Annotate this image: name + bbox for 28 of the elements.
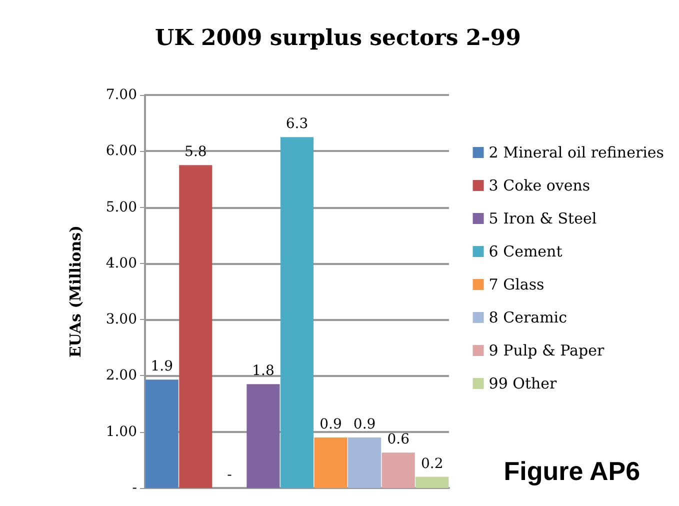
legend-label: 8 Ceramic bbox=[488, 308, 567, 326]
data-label: 0.9 bbox=[353, 416, 376, 432]
y-tick-label: 1.00 bbox=[106, 424, 137, 440]
data-label: - bbox=[227, 467, 232, 483]
legend-label: 2 Mineral oil refineries bbox=[488, 144, 664, 162]
y-tick-label: 4.00 bbox=[106, 255, 137, 272]
y-tick-label: 3.00 bbox=[106, 312, 137, 328]
data-label: 6.3 bbox=[286, 116, 308, 132]
data-label: 1.9 bbox=[150, 358, 174, 375]
y-tick-label: - bbox=[132, 480, 138, 496]
y-tick-label: 6.00 bbox=[106, 143, 137, 160]
y-tick-label: 2.00 bbox=[106, 368, 137, 384]
y-tick-label: 7.00 bbox=[106, 87, 137, 103]
legend-label: 9 Pulp & Paper bbox=[488, 342, 605, 360]
data-label: 1.8 bbox=[252, 363, 274, 380]
data-label: 5.8 bbox=[184, 144, 207, 160]
legend-label: 7 Glass bbox=[488, 276, 544, 294]
legend-label: 5 Iron & Steel bbox=[488, 210, 597, 228]
legend-label: 3 Coke ovens bbox=[488, 176, 590, 194]
data-label: 0.6 bbox=[387, 432, 410, 448]
legend-label: 99 Other bbox=[488, 374, 558, 392]
text: Figure AP6 bbox=[504, 456, 640, 486]
legend-label: 6 Cement bbox=[488, 242, 562, 260]
y-axis-title: EUAs (Millions) bbox=[66, 225, 84, 358]
y-tick-label: 5.00 bbox=[106, 199, 137, 216]
data-label: 0.2 bbox=[420, 456, 444, 472]
data-label: 0.9 bbox=[320, 416, 342, 432]
chart-title: UK 2009 surplus sectors 2-99 bbox=[155, 25, 521, 51]
